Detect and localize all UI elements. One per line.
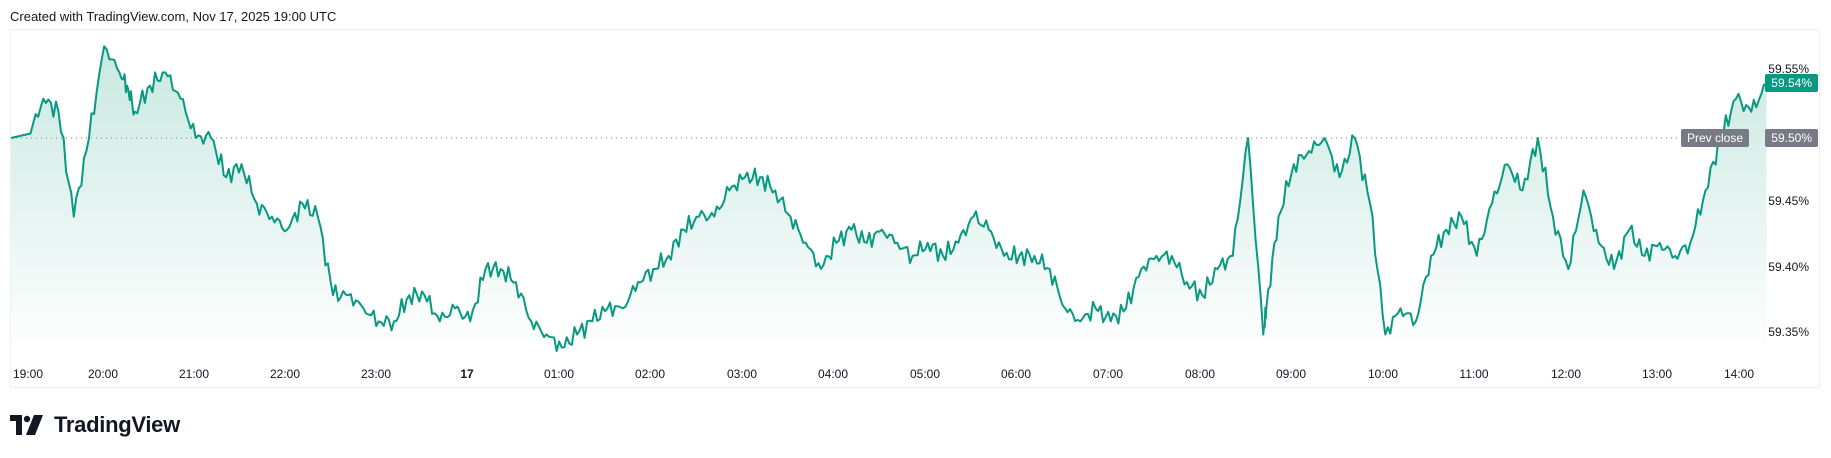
chart-caption: Created with TradingView.com, Nov 17, 20… xyxy=(10,9,337,24)
time-tick: 10:00 xyxy=(1367,367,1399,381)
time-tick: 21:00 xyxy=(178,367,210,381)
time-tick: 07:00 xyxy=(1092,367,1124,381)
time-tick: 22:00 xyxy=(269,367,301,381)
time-tick: 09:00 xyxy=(1275,367,1307,381)
time-tick: 06:00 xyxy=(1000,367,1032,381)
time-tick: 13:00 xyxy=(1641,367,1673,381)
time-tick: 23:00 xyxy=(360,367,392,381)
price-tick: 59.35% xyxy=(1768,325,1809,339)
time-tick: 12:00 xyxy=(1550,367,1582,381)
time-tick: 20:00 xyxy=(87,367,119,381)
time-tick: 03:00 xyxy=(726,367,758,381)
time-tick: 01:00 xyxy=(543,367,575,381)
tradingview-logo[interactable]: TradingView xyxy=(10,412,180,438)
time-tick: 08:00 xyxy=(1184,367,1216,381)
time-tick: 05:00 xyxy=(909,367,941,381)
time-tick: 04:00 xyxy=(817,367,849,381)
time-tick: 14:00 xyxy=(1723,367,1755,381)
prev-close-label: Prev close xyxy=(1681,129,1750,147)
time-tick: 11:00 xyxy=(1459,367,1489,381)
time-tick: 19:00 xyxy=(12,367,44,381)
area-fill xyxy=(11,46,1767,353)
price-tick: 59.55% xyxy=(1768,62,1809,76)
price-line xyxy=(10,45,1767,353)
time-tick-day: 17 xyxy=(460,367,474,381)
tradingview-logo-icon xyxy=(10,415,43,435)
prev-close-value-badge: 59.50% xyxy=(1765,129,1818,147)
price-tick: 59.45% xyxy=(1768,194,1809,208)
last-price-badge: 59.54% xyxy=(1765,74,1818,92)
price-tick: 59.40% xyxy=(1768,260,1809,274)
time-tick: 02:00 xyxy=(634,367,666,381)
tradingview-logo-text: TradingView xyxy=(54,412,180,437)
